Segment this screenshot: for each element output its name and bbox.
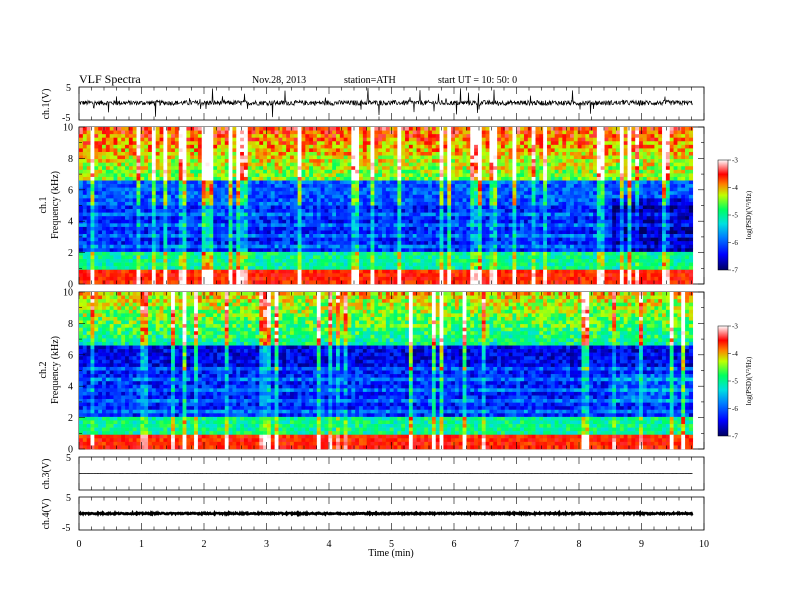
ch1-channel-label: ch.1 — [38, 197, 49, 214]
colorbar-tick-label: -5 — [732, 212, 738, 220]
colorbar-tick-label: -7 — [732, 433, 738, 441]
ch2-colorbar — [717, 325, 729, 437]
x-tick-label: 3 — [264, 539, 269, 550]
ch2-spectrogram — [79, 292, 694, 450]
colorbar-tick-label: -6 — [732, 405, 738, 413]
spectrogram-ytick-label: 0 — [68, 280, 73, 291]
ch1-waveform-trace — [78, 87, 693, 118]
figure-title: VLF Spectra — [79, 72, 141, 86]
spectrogram-ytick-label: 0 — [68, 445, 73, 456]
x-tick-label: 2 — [202, 539, 207, 550]
colorbar-tick-label: -4 — [732, 184, 738, 192]
x-tick-label: 9 — [639, 539, 644, 550]
ch1-ylabel: ch.1(V) — [41, 89, 52, 120]
spectrogram-ytick-label: 2 — [68, 248, 73, 259]
ch1-spectrogram — [79, 127, 694, 285]
x-tick-label: 10 — [699, 539, 709, 550]
date-label: Nov.28, 2013 — [252, 75, 306, 86]
x-tick-label: 7 — [514, 539, 519, 550]
x-tick-label: 8 — [577, 539, 582, 550]
start-time-label: start UT = 10: 50: 0 — [438, 75, 517, 86]
x-tick-label: 4 — [327, 539, 332, 550]
ch3-ytick-top: 5 — [66, 453, 71, 464]
spectrogram-ytick-label: 4 — [68, 217, 73, 228]
x-tick-label: 1 — [139, 539, 144, 550]
colorbar-tick-label: -3 — [732, 323, 738, 331]
ch4-ylabel: ch.4(V) — [41, 499, 52, 530]
spectrogram-ytick-label: 6 — [68, 350, 73, 361]
spectrogram-ytick-label: 2 — [68, 413, 73, 424]
x-tick-label: 0 — [77, 539, 82, 550]
colorbar-tick-label: -3 — [732, 157, 738, 165]
colorbar-tick-label: -6 — [732, 239, 738, 247]
spectrogram-ytick-label: 8 — [68, 319, 73, 330]
spectrogram-ytick-label: 6 — [68, 185, 73, 196]
ch2-colorbar-title: log(PSD)(V²/Hz) — [745, 356, 753, 405]
colorbar-tick-label: -4 — [732, 350, 738, 358]
station-label: station=ATH — [344, 75, 396, 86]
spectrogram-ytick-label: 8 — [68, 154, 73, 165]
ch1-ytick-top: 5 — [66, 83, 71, 94]
ch1-ytick-bottom: -5 — [62, 113, 70, 124]
x-tick-label: 6 — [452, 539, 457, 550]
ch4-ytick-bottom: -5 — [62, 523, 70, 534]
ch3-ylabel: ch.3(V) — [41, 459, 52, 490]
spectrogram-ytick-label: 10 — [63, 288, 73, 299]
x-axis-label: Time (min) — [368, 548, 413, 559]
axis-ticks — [78, 87, 705, 530]
ch1-freq-label: Frequency (kHz) — [50, 171, 61, 239]
ch4-waveform-trace — [78, 509, 694, 518]
spectrogram-ytick-label: 4 — [68, 382, 73, 393]
x-tick-label: 5 — [389, 539, 394, 550]
spectrogram-ytick-label: 10 — [63, 123, 73, 134]
ch1-colorbar — [717, 159, 729, 271]
ch2-freq-label: Frequency (kHz) — [50, 336, 61, 404]
ch1-colorbar-title: log(PSD)(V²/Hz) — [745, 190, 753, 239]
colorbar-tick-label: -7 — [732, 267, 738, 275]
ch2-channel-label: ch.2 — [38, 362, 49, 379]
ch4-ytick-top: 5 — [66, 493, 71, 504]
colorbar-tick-label: -5 — [732, 378, 738, 386]
